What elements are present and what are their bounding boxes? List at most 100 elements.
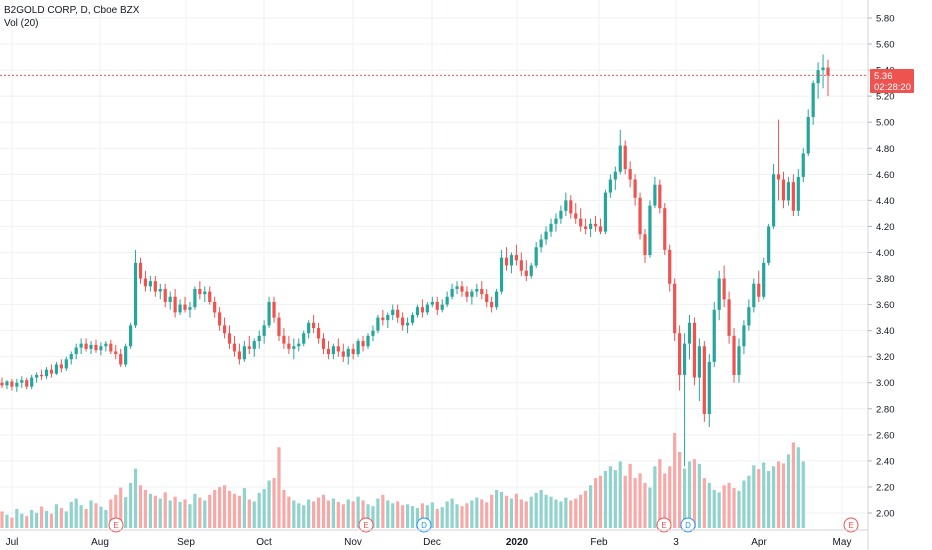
- candle-body: [747, 307, 751, 326]
- candle-body: [455, 286, 459, 289]
- candle-body: [64, 359, 68, 369]
- candle-body: [623, 145, 627, 170]
- candle-body: [509, 255, 514, 266]
- candle-body: [435, 301, 439, 310]
- candle-body: [692, 322, 697, 378]
- candle-body: [559, 210, 563, 219]
- candle-body: [504, 257, 509, 266]
- volume-bar: [222, 485, 227, 528]
- candle-body: [173, 296, 177, 313]
- volume-bar: [737, 490, 741, 528]
- volume-bar: [59, 508, 63, 528]
- volume-bar: [430, 502, 434, 528]
- event-marker-label[interactable]: E: [363, 521, 368, 530]
- price-tick-label: 2.40: [876, 456, 895, 467]
- candle-body: [252, 341, 256, 349]
- event-marker-label[interactable]: E: [113, 521, 118, 530]
- candle-body: [460, 286, 464, 292]
- volume-bar: [386, 500, 390, 528]
- candle-body: [470, 291, 474, 297]
- candle-body: [297, 343, 301, 347]
- event-marker-circle[interactable]: [656, 517, 672, 533]
- symbol-title[interactable]: B2GOLD CORP, D, Cboe BZX: [4, 5, 140, 16]
- volume-bar: [603, 471, 608, 528]
- candle-body: [588, 223, 593, 230]
- candle-body: [430, 301, 434, 305]
- event-marker-circle[interactable]: [416, 517, 432, 533]
- candle-body: [826, 67, 830, 76]
- volume-bar: [316, 497, 321, 528]
- candle-body: [771, 174, 776, 227]
- volume-bar: [39, 506, 44, 528]
- time-tick-label: Dec: [423, 537, 441, 548]
- price-tick-label: 4.20: [876, 222, 895, 233]
- last-price-badge: 5.36 02:28:20: [870, 69, 914, 93]
- candle-body: [153, 281, 157, 292]
- volume-bar: [588, 485, 593, 528]
- candle-body: [663, 208, 667, 250]
- volume-bar: [682, 468, 687, 528]
- volume-bar: [742, 480, 746, 528]
- candle-body: [732, 335, 736, 375]
- volume-bar: [247, 499, 251, 528]
- candle-body: [490, 301, 494, 308]
- event-marker-label[interactable]: D: [685, 521, 691, 530]
- event-marker-label[interactable]: E: [848, 521, 853, 530]
- volume-bar: [455, 504, 459, 528]
- event-marker-circle[interactable]: [358, 517, 374, 533]
- volume-bar: [257, 492, 261, 528]
- volume-bar: [54, 504, 59, 528]
- volume-bar: [519, 499, 523, 528]
- volume-bar: [391, 503, 395, 528]
- candle-body: [806, 117, 810, 154]
- volume-bar: [173, 496, 177, 528]
- candle-body: [119, 354, 123, 365]
- time-axis[interactable]: Jul Aug Sep Oct Nov Dec 2020 Feb 3 Apr May: [6, 537, 852, 548]
- volume-bar: [336, 501, 340, 528]
- candle-body: [168, 296, 172, 302]
- volume-indicator-label[interactable]: Vol (20): [4, 18, 39, 29]
- price-tick-label: 3.00: [876, 378, 895, 389]
- candle-body: [425, 304, 429, 313]
- event-marker-circle[interactable]: [108, 517, 124, 533]
- price-tick-label: 3.60: [876, 300, 895, 311]
- time-tick-label: May: [833, 537, 852, 548]
- volume-bar: [465, 503, 469, 528]
- candle-body: [351, 348, 355, 355]
- candle-body: [272, 301, 276, 318]
- volume-bar: [668, 466, 672, 528]
- event-marker-label[interactable]: D: [421, 521, 427, 530]
- volume-bar: [396, 501, 400, 528]
- event-marker-circle[interactable]: [680, 517, 696, 533]
- volume-bar: [371, 506, 375, 528]
- candle-body: [0, 382, 4, 386]
- event-marker-circle[interactable]: [843, 517, 859, 533]
- candle-body: [218, 312, 222, 326]
- volume-bar: [470, 500, 474, 528]
- time-tick-label: Aug: [91, 537, 109, 548]
- volume-bar: [499, 491, 504, 528]
- candle-body: [386, 315, 390, 321]
- last-price-label: 5.36: [874, 71, 893, 82]
- candle-body: [361, 341, 365, 347]
- candle-body: [277, 317, 281, 336]
- price-tick-label: 2.00: [876, 509, 895, 520]
- volume-bar: [10, 517, 14, 528]
- candle-body: [643, 234, 647, 256]
- volume-bar: [757, 469, 761, 528]
- volume-bar: [450, 498, 454, 528]
- candle-body: [440, 304, 444, 310]
- event-marker-label[interactable]: E: [661, 521, 666, 530]
- volume-bar: [762, 462, 766, 528]
- candle-body: [613, 171, 617, 180]
- candle-body: [796, 176, 800, 211]
- volume-bar: [44, 510, 49, 528]
- volume-bar: [351, 501, 355, 528]
- candle-body: [534, 247, 538, 266]
- candle-body: [267, 301, 271, 326]
- volume-bar: [267, 480, 271, 528]
- volume-bar: [227, 490, 232, 528]
- candle-body: [816, 70, 820, 84]
